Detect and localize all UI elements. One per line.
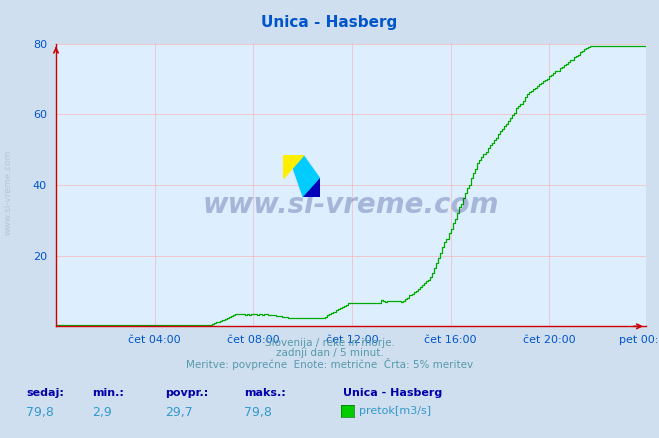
Text: Meritve: povprečne  Enote: metrične  Črta: 5% meritev: Meritve: povprečne Enote: metrične Črta:…	[186, 358, 473, 370]
Text: zadnji dan / 5 minut.: zadnji dan / 5 minut.	[275, 348, 384, 358]
Text: www.si-vreme.com: www.si-vreme.com	[3, 150, 13, 235]
Polygon shape	[289, 155, 320, 197]
Text: 29,7: 29,7	[165, 406, 192, 420]
Text: Unica - Hasberg: Unica - Hasberg	[262, 15, 397, 30]
Text: Slovenija / reke in morje.: Slovenija / reke in morje.	[264, 338, 395, 348]
Text: www.si-vreme.com: www.si-vreme.com	[203, 191, 499, 219]
Text: povpr.:: povpr.:	[165, 388, 208, 398]
Text: sedaj:: sedaj:	[26, 388, 64, 398]
Text: 2,9: 2,9	[92, 406, 112, 420]
Text: Unica - Hasberg: Unica - Hasberg	[343, 388, 442, 398]
Text: pretok[m3/s]: pretok[m3/s]	[359, 406, 431, 417]
Polygon shape	[283, 155, 303, 178]
Text: min.:: min.:	[92, 388, 124, 398]
Text: 79,8: 79,8	[26, 406, 54, 420]
Text: maks.:: maks.:	[244, 388, 285, 398]
Polygon shape	[303, 178, 320, 197]
Text: 79,8: 79,8	[244, 406, 272, 420]
